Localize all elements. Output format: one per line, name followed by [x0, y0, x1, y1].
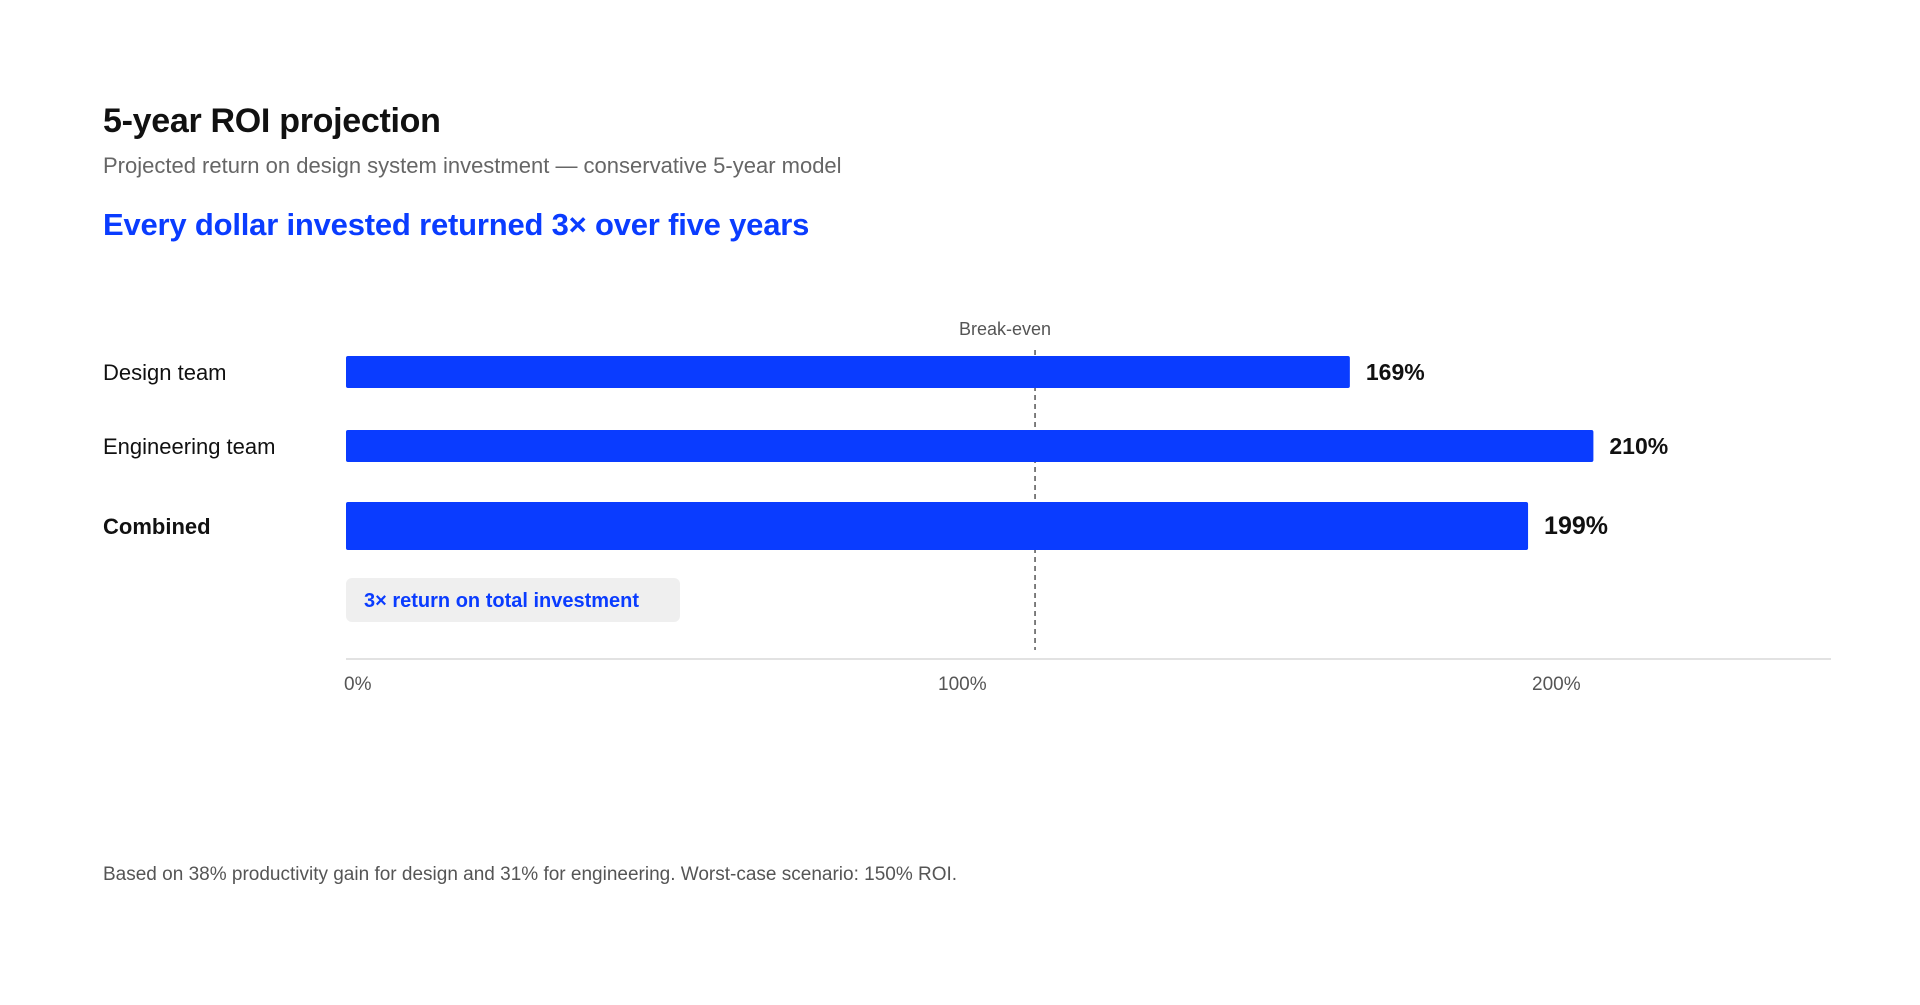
x-tick-label: 100% — [938, 674, 987, 695]
bar — [346, 356, 1350, 388]
category-label: Combined — [103, 514, 211, 539]
bar-value-label: 210% — [1609, 433, 1668, 459]
break-even-label: Break-even — [959, 319, 1051, 339]
bar-value-label: 169% — [1366, 359, 1425, 385]
x-tick-label: 200% — [1532, 674, 1581, 695]
bar — [346, 430, 1594, 462]
bar-value-label: 199% — [1544, 512, 1608, 540]
page-subtitle: Projected return on design system invest… — [103, 153, 842, 178]
bar — [346, 502, 1529, 550]
key-takeaway-headline: Every dollar invested returned 3× over f… — [103, 207, 810, 242]
page-title: 5-year ROI projection — [103, 102, 441, 140]
x-tick-label: 0% — [344, 674, 372, 695]
callout-pill — [346, 578, 680, 622]
callout-text: 3× return on total investment — [364, 590, 639, 612]
chart-footnote: Based on 38% productivity gain for desig… — [103, 864, 958, 885]
category-label: Engineering team — [103, 434, 275, 459]
category-label: Design team — [103, 360, 227, 385]
